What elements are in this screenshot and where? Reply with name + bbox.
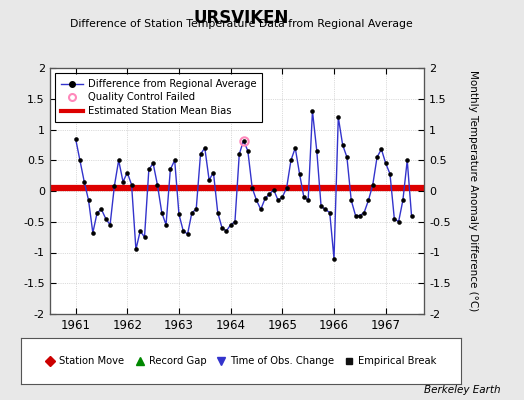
- Legend: Station Move, Record Gap, Time of Obs. Change, Empirical Break: Station Move, Record Gap, Time of Obs. C…: [43, 354, 439, 368]
- Legend: Difference from Regional Average, Quality Control Failed, Estimated Station Mean: Difference from Regional Average, Qualit…: [55, 73, 263, 122]
- Text: Difference of Station Temperature Data from Regional Average: Difference of Station Temperature Data f…: [70, 19, 412, 29]
- Text: Berkeley Earth: Berkeley Earth: [424, 385, 500, 395]
- Text: URSVIKEN: URSVIKEN: [193, 9, 289, 27]
- Y-axis label: Monthly Temperature Anomaly Difference (°C): Monthly Temperature Anomaly Difference (…: [467, 70, 477, 312]
